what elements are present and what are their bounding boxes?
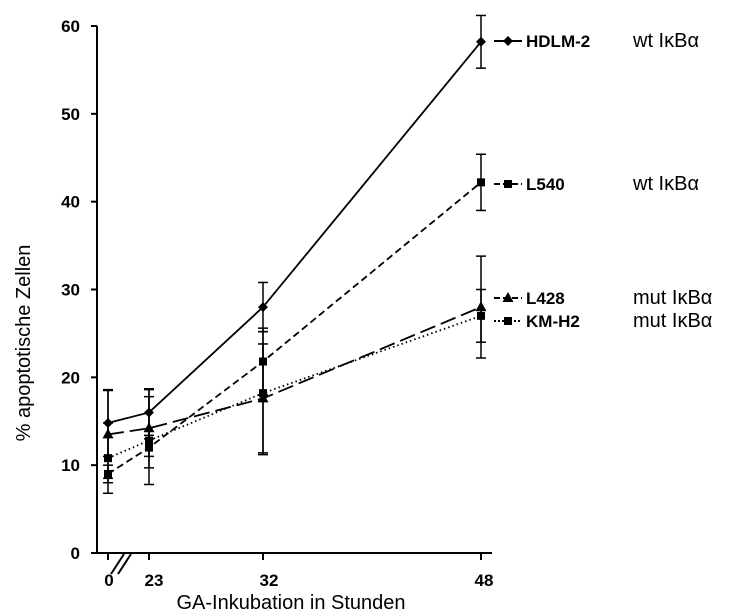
series-l540 — [103, 153, 486, 484]
data-point — [104, 454, 112, 463]
y-axis-title: % apoptotische Zellen — [13, 245, 35, 442]
y-tick-label: 10 — [61, 456, 80, 475]
series-line — [107, 181, 482, 475]
y-axis-ticks: 0 10 20 30 40 50 60 — [61, 17, 97, 563]
data-point — [258, 302, 268, 313]
y-tick-label: 60 — [61, 17, 80, 36]
data-point — [259, 389, 267, 398]
legend-entry: KM-H2 mut IκBα — [494, 310, 712, 332]
series-line — [107, 306, 482, 436]
data-point — [145, 436, 153, 445]
axis-break-marks — [110, 553, 132, 575]
x-tick-label: 0 — [104, 571, 113, 590]
y-tick-label: 30 — [61, 281, 80, 300]
legend-swatch-marker — [502, 292, 514, 302]
series-layer — [102, 14, 487, 495]
data-point — [477, 178, 485, 187]
x-tick-label: 23 — [145, 571, 164, 590]
series-type-label: wt IκBα — [632, 173, 699, 195]
legend-swatch-marker — [503, 36, 513, 46]
y-tick-label: 50 — [61, 105, 80, 124]
series-name-label: L540 — [526, 175, 565, 194]
series-type-label: mut IκBα — [633, 310, 712, 332]
data-point — [476, 36, 486, 47]
x-axis-ticks: 0 23 32 48 — [104, 553, 493, 590]
series-name-label: KM-H2 — [526, 312, 580, 331]
legend-swatch-marker — [504, 317, 512, 325]
x-tick-label: 32 — [260, 571, 279, 590]
legend-entry: HDLM-2 wt IκBα — [494, 30, 699, 52]
series-type-label: mut IκBα — [633, 287, 712, 309]
x-tick-label: 48 — [475, 571, 494, 590]
series-name-label: L428 — [526, 289, 565, 308]
series-km-h2 — [103, 288, 486, 495]
y-tick-label: 20 — [61, 368, 80, 387]
data-point — [477, 311, 485, 320]
series-type-label: wt IκBα — [632, 30, 699, 52]
series-line — [107, 315, 482, 459]
x-axis-title: GA-Inkubation in Stunden — [176, 592, 405, 614]
legend-swatch-marker — [504, 180, 512, 188]
legend-entry: L540 wt IκBα — [494, 173, 699, 195]
legend-entry: L428 mut IκBα — [494, 287, 712, 309]
series-line — [107, 41, 482, 424]
series-hdlm-2 — [103, 14, 486, 458]
y-tick-label: 0 — [71, 544, 80, 563]
series-name-label: HDLM-2 — [526, 32, 590, 51]
y-tick-label: 40 — [61, 193, 80, 212]
series-l428 — [102, 255, 487, 480]
